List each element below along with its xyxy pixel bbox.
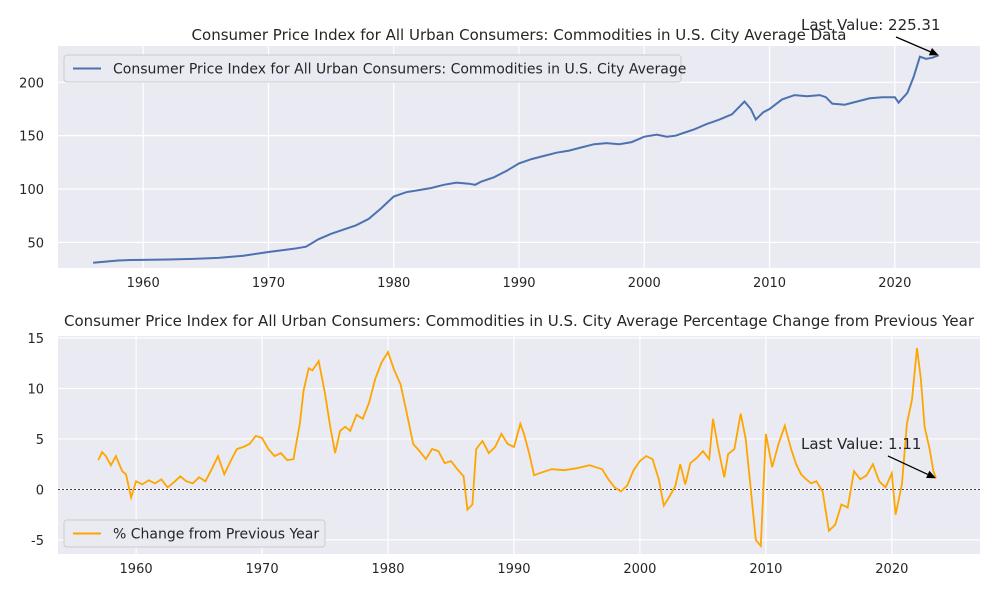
pct-series-line — [97, 347, 937, 549]
cpi-y-axis: 50 100 150 200 — [19, 76, 44, 251]
y-tick-label: 100 — [19, 183, 44, 198]
pct-legend-label: % Change from Previous Year — [113, 527, 319, 543]
x-tick-label: 1960 — [127, 276, 160, 291]
pct-legend: % Change from Previous Year — [63, 519, 326, 548]
y-tick-label: 5 — [36, 433, 44, 448]
cpi-annotation-arrow — [895, 36, 931, 53]
y-tick-label: 0 — [36, 483, 44, 498]
pct-last-value-annotation: Last Value: 1.11 — [801, 435, 936, 479]
x-tick-label: 1990 — [502, 276, 535, 291]
cpi-x-axis: 1960 1970 1980 1990 2000 2010 2020 — [127, 276, 912, 291]
pct-annotation-arrowhead — [926, 470, 936, 479]
y-tick-label: 10 — [27, 382, 44, 397]
x-tick-label: 1980 — [377, 276, 410, 291]
cpi-legend-label: Consumer Price Index for All Urban Consu… — [113, 62, 686, 78]
y-tick-label: 50 — [27, 236, 44, 251]
cpi-chart: 1960 1970 1980 1990 2000 2010 2020 50 100 150 200… — [19, 16, 980, 291]
cpi-chart-title: Consumer Price Index for All Urban Consu… — [192, 26, 847, 44]
x-tick-label: 2020 — [878, 276, 911, 291]
y-tick-label: 15 — [27, 332, 44, 347]
x-tick-label: 2000 — [623, 562, 656, 577]
x-tick-label: 1990 — [497, 562, 530, 577]
cpi-legend: Consumer Price Index for All Urban Consu… — [63, 54, 686, 83]
x-tick-label: 1980 — [371, 562, 404, 577]
x-tick-label: 1970 — [246, 562, 279, 577]
x-tick-label: 2020 — [875, 562, 908, 577]
x-tick-label: 2010 — [753, 276, 786, 291]
pct-annotation-text: Last Value: 1.11 — [801, 435, 921, 453]
pct-chart-title: Consumer Price Index for All Urban Consu… — [64, 312, 975, 330]
y-tick-label: 200 — [19, 76, 44, 91]
cpi-last-value-annotation: Last Value: 225.31 — [801, 16, 941, 56]
cpi-annotation-text: Last Value: 225.31 — [801, 16, 941, 34]
cpi-series-line — [93, 54, 940, 264]
y-tick-label: -5 — [31, 534, 44, 549]
y-tick-label: 150 — [19, 130, 44, 145]
pct-x-axis: 1960 1970 1980 1990 2000 2010 2020 — [120, 562, 909, 577]
pct-legend-box — [63, 519, 326, 548]
x-tick-label: 1970 — [252, 276, 285, 291]
pct-y-axis: -5 0 5 10 15 — [27, 332, 44, 549]
cpi-legend-box — [63, 54, 682, 83]
x-tick-label: 1960 — [120, 562, 153, 577]
pct-chart: 1960 1970 1980 1990 2000 2010 2020 -5 0 5 10 15 Co… — [27, 312, 980, 577]
cpi-annotation-arrowhead — [928, 48, 939, 56]
x-tick-label: 2000 — [628, 276, 661, 291]
x-tick-label: 2010 — [749, 562, 782, 577]
pct-annotation-arrow — [887, 455, 929, 476]
